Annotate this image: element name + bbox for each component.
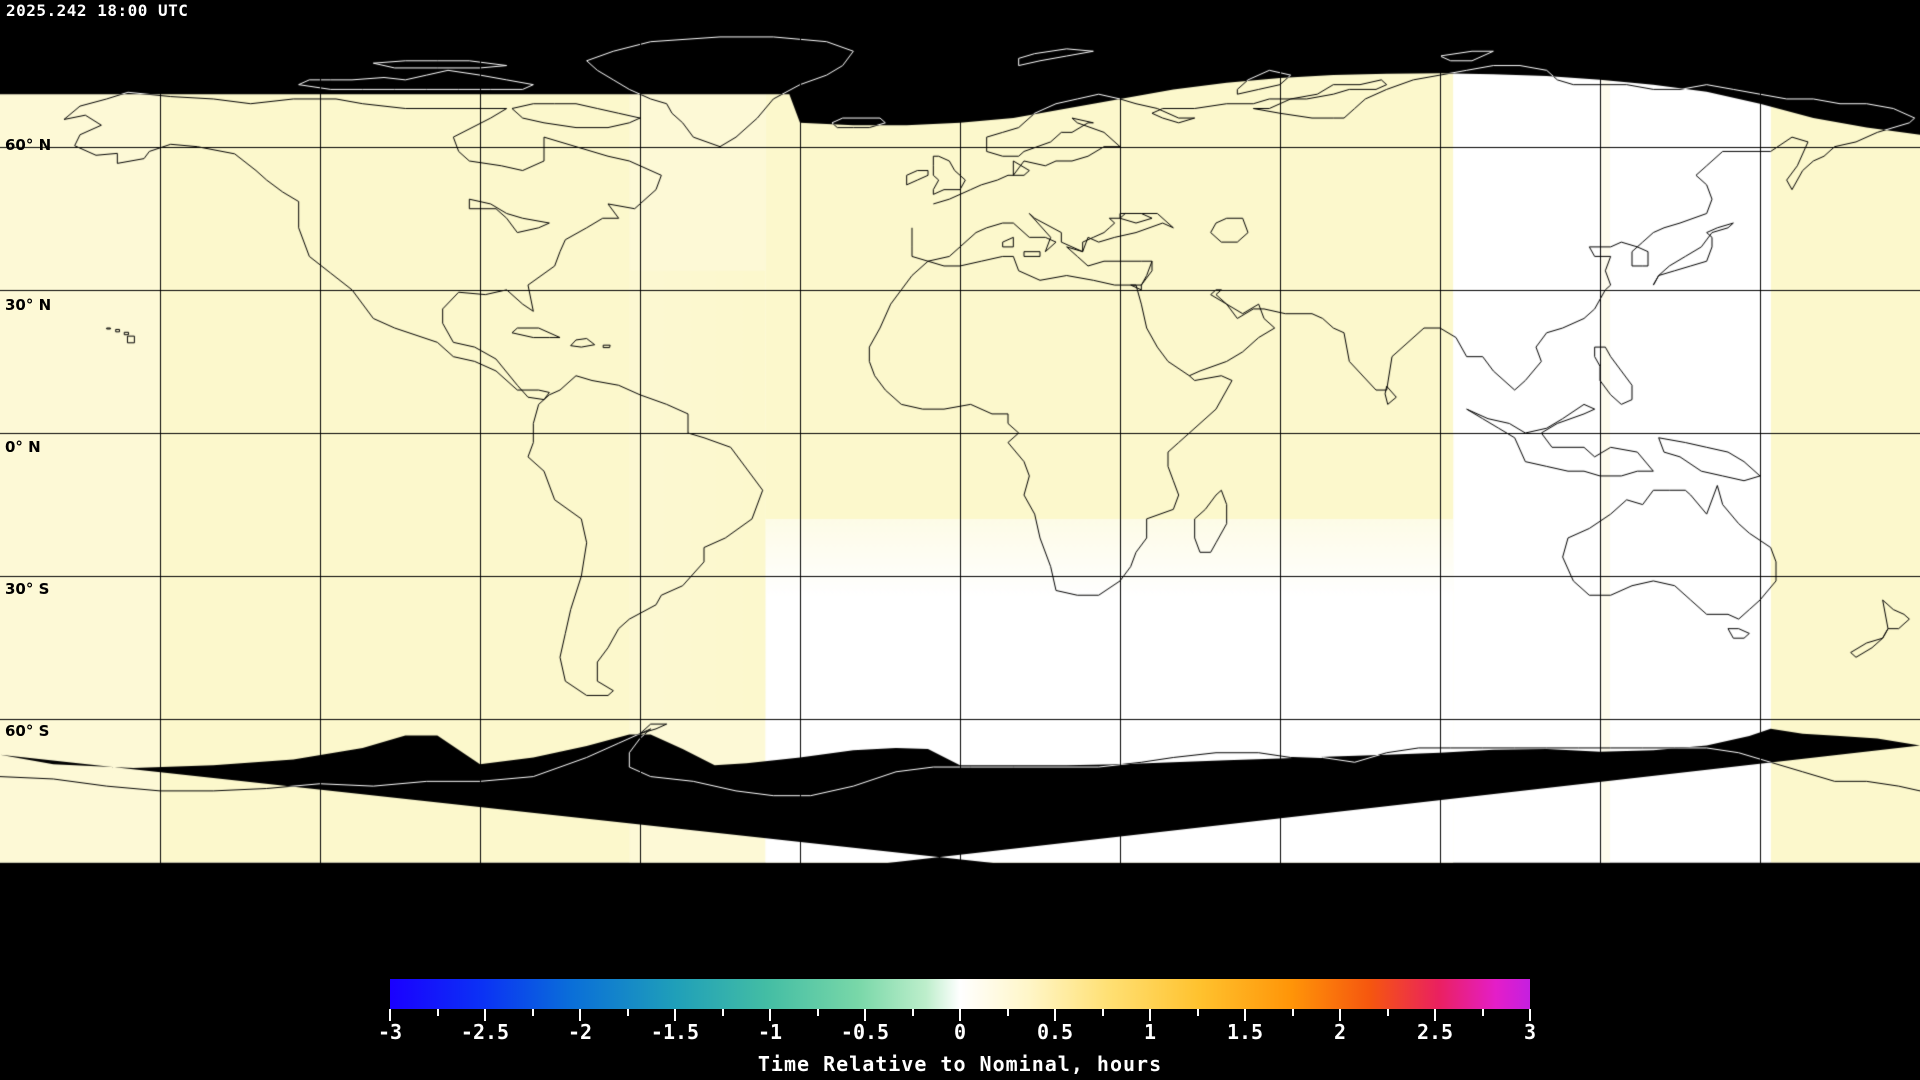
colorbar-tick-label: -0.5 [840,1020,890,1044]
lat-label-60s: 60° S [5,722,50,740]
world-map-canvas[interactable] [0,0,1920,964]
colorbar-gradient[interactable] [390,979,1530,1009]
colorbar-tick-minor [436,1009,439,1016]
colorbar-tick-minor [1196,1009,1199,1016]
colorbar-tick-major [484,1009,486,1021]
colorbar-tick-label: -2 [567,1020,593,1044]
colorbar-tick-minor [531,1009,534,1016]
colorbar-tick-label: 0.5 [1036,1020,1074,1044]
colorbar-tick-minor [1006,1009,1009,1016]
colorbar-tick-label: -1 [757,1020,783,1044]
world-map-panel[interactable]: 2025.242 18:00 UTC 60° N 30° N 0° N 30° … [0,0,1920,964]
colorbar-tick-minor [816,1009,819,1016]
colorbar-tick-minor [1101,1009,1104,1016]
colorbar-tick-major [1529,1009,1531,1021]
colorbar-tick-label: -2.5 [460,1020,510,1044]
map-timestamp-label: 2025.242 18:00 UTC [6,1,189,20]
colorbar-tick-major [1149,1009,1151,1021]
colorbar-tick-labels: -3 -2.5 -2 -1.5 -1 -0.5 0 0.5 1 1.5 2 2.5 3 [378,1020,1536,1046]
colorbar-tick-minor [1291,1009,1294,1016]
colorbar-tick-major [674,1009,676,1021]
colorbar-tick-minor [1481,1009,1484,1016]
colorbar-tick-major [1339,1009,1341,1021]
colorbar-caption: Time Relative to Nominal, hours [757,1052,1163,1076]
colorbar-tick-label: 1 [1143,1020,1157,1044]
colorbar-ticks [389,1009,1531,1021]
colorbar-tick-minor [1386,1009,1389,1016]
colorbar-tick-major [1434,1009,1436,1021]
colorbar-tick-major [864,1009,866,1021]
lat-label-30s: 30° S [5,580,50,598]
colorbar-tick-minor [721,1009,724,1016]
colorbar-tick-major [1244,1009,1246,1021]
colorbar-tick-label: -3 [377,1020,403,1044]
colorbar-tick-label: 2 [1333,1020,1347,1044]
colorbar-tick-minor [911,1009,914,1016]
colorbar-tick-label: 3 [1523,1020,1537,1044]
colorbar-tick-label: 1.5 [1226,1020,1264,1044]
lat-label-0n: 0° N [5,438,41,456]
colorbar-tick-major [769,1009,771,1021]
colorbar-tick-label: -1.5 [650,1020,700,1044]
colorbar-tick-major [579,1009,581,1021]
colorbar-tick-major [959,1009,961,1021]
colorbar-tick-label: 2.5 [1416,1020,1454,1044]
lat-label-60n: 60° N [5,136,52,154]
colorbar-tick-label: 0 [953,1020,967,1044]
colorbar-tick-major [389,1009,391,1021]
lat-label-30n: 30° N [5,296,52,314]
colorbar-tick-major [1054,1009,1056,1021]
colorbar-panel: -3 -2.5 -2 -1.5 -1 -0.5 0 0.5 1 1.5 2 2.5 3 Time Rel… [0,964,1920,1080]
colorbar-tick-minor [626,1009,629,1016]
